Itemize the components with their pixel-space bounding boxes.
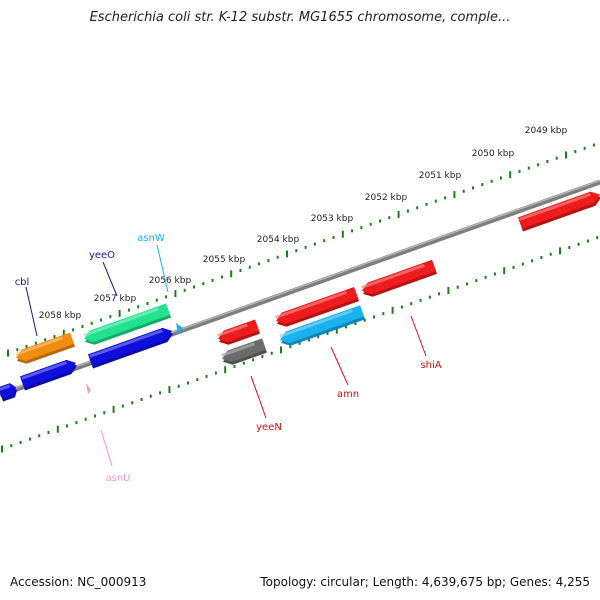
scale-label: 2051 kbp <box>419 171 462 181</box>
scale-label: 2057 kbp <box>94 294 137 304</box>
gene-label-asnW: asnW <box>137 233 165 244</box>
feature-red-shiA-upper[interactable] <box>360 259 438 300</box>
leader-yeeN <box>250 375 267 419</box>
feature-cbl[interactable] <box>14 332 76 366</box>
leader-cbl <box>25 286 38 337</box>
feature-amn[interactable] <box>278 305 366 348</box>
map-title: Escherichia coli str. K-12 substr. MG165… <box>89 10 511 25</box>
chromosome-backbone-highlight <box>0 179 600 395</box>
feature-asnW[interactable] <box>176 323 183 334</box>
scale-label: 2055 kbp <box>203 255 246 265</box>
leader-shiA <box>410 315 427 357</box>
scale-label: 2049 kbp <box>525 126 568 136</box>
gene-label-amn: amn <box>337 389 359 400</box>
gene-label-shiA: shiA <box>420 360 441 371</box>
accession-text: Accession: NC_000913 <box>10 575 147 589</box>
leader-amn <box>330 346 349 386</box>
gene-label-yeeO: yeeO <box>89 250 115 261</box>
feature-yeeN[interactable] <box>220 338 268 367</box>
topology-summary: Topology: circular; Length: 4,639,675 bp… <box>260 575 590 589</box>
gene-label-yeeN: yeeN <box>256 422 282 433</box>
chromosome-backbone <box>0 179 600 398</box>
feature-red-right[interactable] <box>517 189 600 232</box>
feature-blue-edge[interactable] <box>0 382 19 402</box>
leader-yeeO <box>102 261 118 297</box>
gene-features <box>0 189 600 402</box>
scale-ticks <box>1 143 599 453</box>
feature-yeeO[interactable] <box>82 303 172 348</box>
gene-label-cbl: cbl <box>15 277 30 288</box>
leader-asnU <box>100 429 113 467</box>
scale-label: 2052 kbp <box>365 193 408 203</box>
label-leaders <box>25 244 427 467</box>
scale-label: 2054 kbp <box>257 235 300 245</box>
scale-label: 2058 kbp <box>39 311 82 321</box>
leader-asnW <box>156 244 169 293</box>
feature-blue-left[interactable] <box>19 357 79 391</box>
scale-label: 2050 kbp <box>472 149 515 159</box>
scale-labels: 2049 kbp 2050 kbp 2051 kbp 2052 kbp 2053 kbp… <box>39 126 568 321</box>
gene-label-asnU: asnU <box>106 473 131 484</box>
feature-asnU[interactable] <box>86 383 91 394</box>
feature-blue-right[interactable] <box>87 325 175 369</box>
scale-label: 2053 kbp <box>311 214 354 224</box>
scale-label: 2056 kbp <box>149 276 192 286</box>
feature-red-small[interactable] <box>216 319 261 348</box>
gene-labels: cbl yeeO asnW asnU yeeN amn shiA <box>15 233 442 484</box>
feature-red-amn-upper[interactable] <box>274 286 360 330</box>
